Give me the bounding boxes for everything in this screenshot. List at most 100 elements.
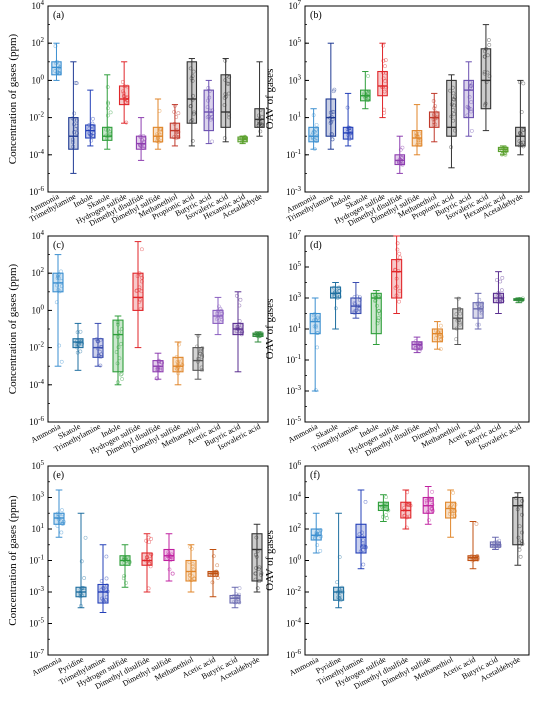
data-point	[486, 38, 491, 42]
data-point	[83, 535, 88, 540]
box	[308, 126, 319, 143]
data-point	[215, 576, 220, 580]
y-tick-label: 105	[32, 459, 45, 471]
y-tick-label: 10-4	[286, 617, 301, 629]
data-point	[439, 334, 444, 339]
box	[377, 70, 388, 97]
data-point	[59, 269, 63, 274]
data-point	[78, 349, 83, 354]
y-tick-exponent: 0	[41, 303, 45, 311]
data-point	[314, 122, 319, 127]
y-tick-exponent: 1	[41, 522, 45, 530]
data-point	[210, 580, 215, 585]
data-point	[124, 120, 129, 125]
data-point	[451, 490, 456, 495]
data-point	[313, 388, 318, 393]
data-point	[499, 288, 504, 293]
y-tick-exponent: -1	[295, 148, 301, 156]
data-point	[160, 360, 165, 365]
data-point	[417, 131, 422, 136]
y-tick-exponent: 6	[298, 459, 302, 467]
box	[333, 586, 345, 601]
data-point	[91, 116, 95, 121]
data-point	[215, 563, 220, 568]
data-point	[178, 361, 183, 366]
data-point	[190, 97, 195, 102]
y-tick-label: 10-4	[29, 148, 44, 160]
data-point	[123, 99, 128, 104]
y-tick-exponent: -5	[38, 617, 44, 625]
data-point	[474, 521, 479, 526]
box	[452, 308, 464, 330]
panel-label: (e)	[53, 470, 64, 481]
data-point	[100, 596, 104, 601]
y-tick-exponent: 3	[298, 73, 302, 81]
data-point	[72, 130, 76, 135]
y-tick-exponent: 4	[41, 229, 45, 237]
data-point	[118, 372, 123, 377]
y-tick-label: 10-2	[286, 585, 301, 597]
data-point	[469, 100, 474, 104]
data-point	[395, 247, 400, 252]
data-point	[206, 98, 210, 103]
data-point	[395, 241, 400, 246]
data-point	[476, 322, 481, 327]
data-point	[337, 594, 342, 598]
data-point	[105, 106, 110, 111]
y-tick-label: 102	[289, 522, 302, 534]
box	[163, 548, 175, 562]
y-axis-label: OAV of gases	[264, 299, 276, 360]
data-point	[517, 80, 522, 85]
box	[254, 108, 265, 128]
data-point	[104, 576, 109, 581]
y-tick-exponent: -7	[38, 648, 44, 656]
data-point	[483, 54, 487, 59]
data-point	[398, 255, 402, 260]
data-point	[59, 530, 64, 535]
data-point	[135, 288, 139, 293]
data-point	[458, 311, 463, 316]
data-point	[366, 74, 370, 78]
y-tick-label: 101	[32, 522, 45, 534]
data-point	[119, 372, 124, 376]
data-point	[207, 89, 212, 93]
data-point	[79, 559, 84, 564]
y-tick-label: 102	[32, 36, 45, 48]
data-point	[457, 322, 462, 327]
data-point	[108, 110, 113, 115]
y-tick-label: 10-2	[29, 111, 44, 123]
data-point	[361, 538, 366, 543]
data-point	[237, 586, 242, 591]
data-point	[255, 586, 260, 591]
y-axis-label: Concentration of gases (ppm)	[7, 495, 19, 626]
box	[472, 302, 484, 319]
box	[370, 292, 382, 335]
box	[355, 523, 367, 554]
data-point	[475, 322, 480, 327]
box	[251, 533, 263, 582]
y-axis-label: OAV of gases	[264, 530, 276, 591]
y-tick-label: 10-1	[29, 554, 44, 566]
box	[141, 552, 153, 566]
y-tick-exponent: -6	[38, 415, 44, 423]
data-point	[72, 111, 77, 116]
data-point	[117, 330, 121, 334]
data-point	[456, 296, 461, 301]
data-point	[258, 129, 263, 134]
box	[192, 347, 204, 371]
data-point	[312, 324, 317, 329]
data-point	[437, 335, 442, 339]
box	[391, 259, 403, 299]
y-tick-label: 105	[289, 36, 302, 48]
y-tick-label: 10-3	[286, 185, 301, 197]
y-tick-exponent: -1	[38, 554, 44, 562]
data-point	[155, 376, 160, 381]
data-point	[360, 530, 364, 535]
y-tick-label: 10-3	[29, 585, 44, 597]
data-point	[332, 87, 337, 92]
data-point	[500, 275, 505, 280]
y-tick-label: 104	[32, 229, 45, 241]
y-tick-exponent: 7	[298, 0, 302, 7]
